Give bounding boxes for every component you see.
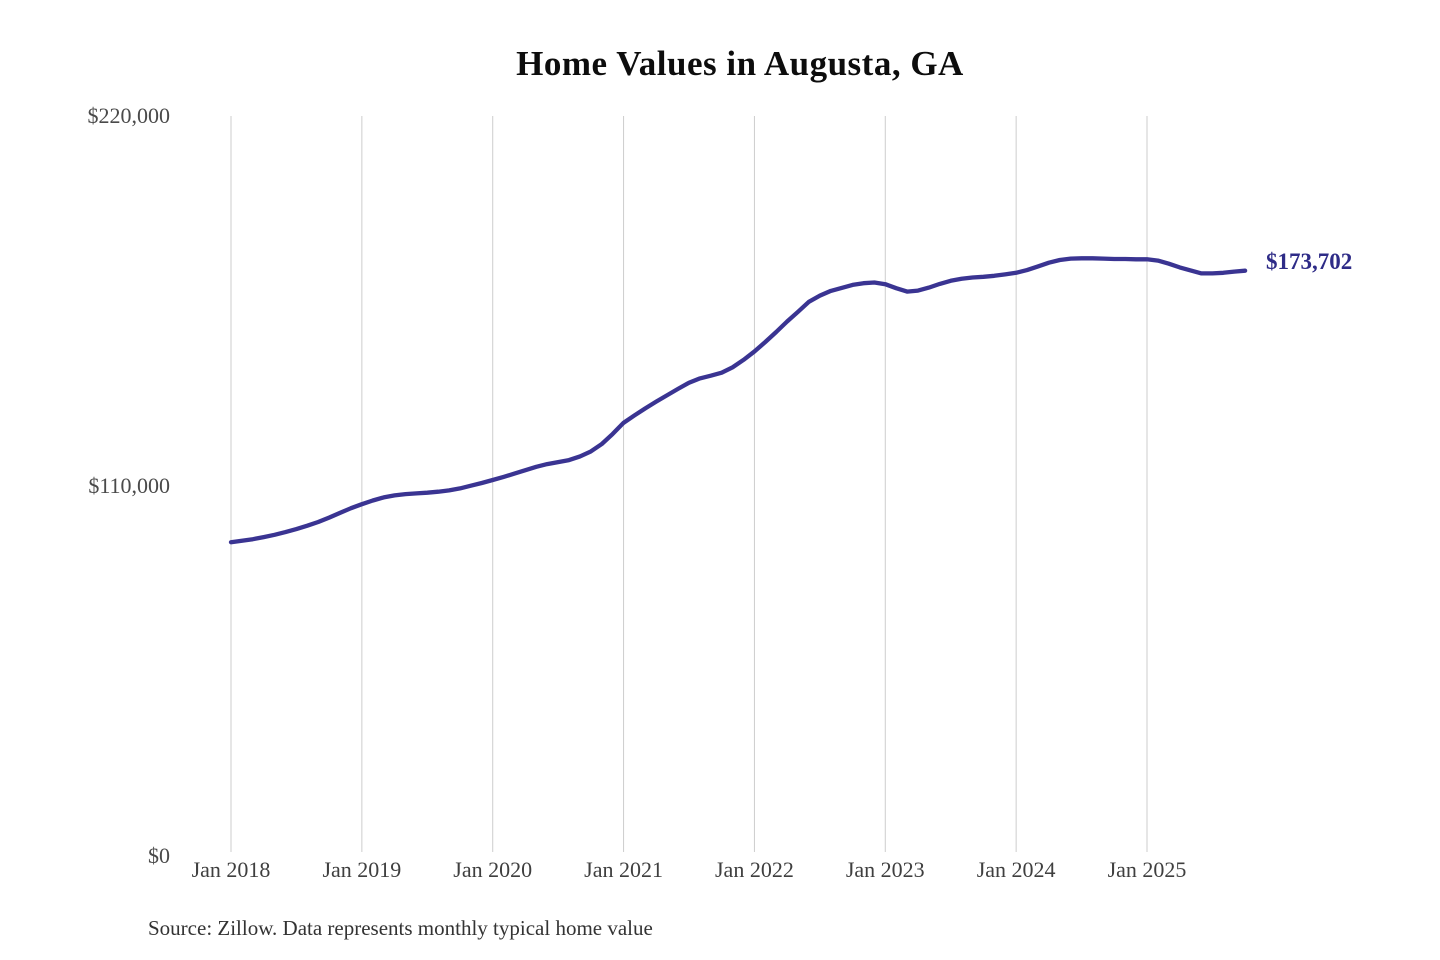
- x-tick-label: Jan 2018: [192, 857, 271, 882]
- y-tick-label: $110,000: [88, 473, 170, 498]
- x-tick-label: Jan 2025: [1108, 857, 1187, 882]
- latest-value-label: $173,702: [1266, 249, 1353, 274]
- home-value-series-line: [228, 256, 1248, 545]
- y-axis-tick-labels: $0 $110,000 $220,000: [88, 103, 171, 868]
- chart-title: Home Values in Augusta, GA: [516, 44, 964, 83]
- x-tick-label: Jan 2021: [584, 857, 663, 882]
- y-tick-label: $0: [148, 843, 170, 868]
- x-tick-label: Jan 2020: [453, 857, 532, 882]
- x-tick-label: Jan 2024: [977, 857, 1056, 882]
- y-tick-label: $220,000: [88, 103, 171, 128]
- gridlines: [230, 116, 1148, 852]
- x-tick-label: Jan 2023: [846, 857, 925, 882]
- x-tick-label: Jan 2022: [715, 857, 794, 882]
- x-axis-tick-labels: Jan 2018 Jan 2019 Jan 2020 Jan 2021 Jan 2022…: [192, 857, 1187, 882]
- x-tick-label: Jan 2019: [322, 857, 401, 882]
- source-note: Source: Zillow. Data represents monthly …: [148, 916, 653, 940]
